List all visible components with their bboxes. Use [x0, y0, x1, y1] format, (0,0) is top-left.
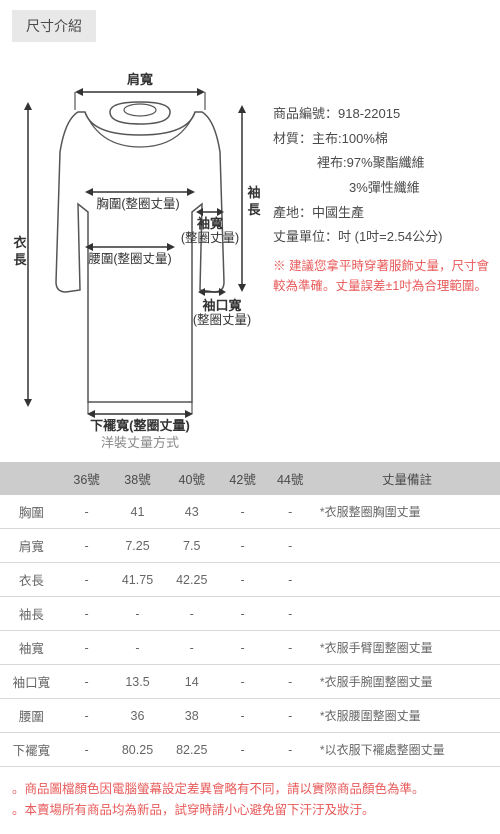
svg-text:袖: 袖: [247, 185, 260, 200]
svg-text:長: 長: [13, 252, 27, 267]
material-main: 主布:100%棉: [312, 131, 388, 146]
footer-note-1: 。商品圖檔顏色因電腦螢幕設定差異會略有不同，請以實際商品顏色為準。: [12, 779, 488, 800]
svg-text:胸圍(整圈丈量): 胸圍(整圈丈量): [96, 196, 179, 211]
table-row: 肩寬-7.257.5--: [0, 529, 500, 563]
footer-note-2: 。本賣場所有商品均為新品，試穿時請小心避免留下汗汙及妝汙。: [12, 800, 488, 821]
unit-label: 丈量單位：: [273, 229, 338, 244]
svg-text:(整圈丈量): (整圈丈量): [181, 230, 239, 245]
table-header: 44號: [266, 462, 314, 495]
material-lining2: 3%彈性纖維: [273, 176, 490, 201]
material-label: 材質：: [273, 131, 312, 146]
origin-label: 產地：: [273, 205, 312, 220]
table-header: 36號: [63, 462, 111, 495]
svg-text:衣: 衣: [13, 235, 26, 250]
table-row: 衣長-41.7542.25--: [0, 563, 500, 597]
table-header: 38號: [110, 462, 164, 495]
table-row: 袖口寬-13.514--*衣服手腕圍整圈丈量: [0, 665, 500, 699]
product-info: 商品編號：918-22015 材質：主布:100%棉 裡布:97%聚酯纖維 3%…: [265, 52, 490, 452]
table-header: 42號: [219, 462, 267, 495]
svg-text:肩寬: 肩寬: [127, 72, 153, 87]
section-title: 尺寸介紹: [12, 10, 96, 42]
table-header: [0, 462, 63, 495]
svg-text:長: 長: [247, 202, 261, 217]
svg-text:腰圍(整圈丈量): 腰圍(整圈丈量): [88, 251, 171, 266]
table-row: 袖寬-----*衣服手臂圍整圈丈量: [0, 631, 500, 665]
svg-text:下襬寬(整圈丈量): 下襬寬(整圈丈量): [90, 418, 190, 433]
measurement-diagram: 衣 長 肩寬 袖 長 胸圍(整圈丈量): [10, 52, 265, 452]
size-table: 36號38號40號42號44號丈量備註 胸圍-4143--*衣服整圈胸圍丈量肩寬…: [0, 462, 500, 767]
origin-value: 中國生產: [312, 205, 364, 220]
code-label: 商品編號：: [273, 106, 338, 121]
svg-text:(整圈丈量): (整圈丈量): [193, 312, 251, 327]
svg-text:袖寬: 袖寬: [197, 216, 223, 231]
table-header: 丈量備註: [314, 462, 500, 495]
svg-text:洋裝丈量方式: 洋裝丈量方式: [101, 435, 179, 450]
table-row: 胸圍-4143--*衣服整圈胸圍丈量: [0, 495, 500, 529]
table-header: 40號: [165, 462, 219, 495]
measurement-warning: ※ 建議您拿平時穿著服飾丈量，尺寸會較為準確。丈量誤差±1吋為合理範圍。: [273, 256, 490, 296]
svg-text:袖口寬: 袖口寬: [202, 298, 241, 313]
table-row: 腰圍-3638--*衣服腰圍整圈丈量: [0, 699, 500, 733]
code-value: 918-22015: [338, 106, 400, 121]
footer-notes: 。商品圖檔顏色因電腦螢幕設定差異會略有不同，請以實際商品顏色為準。 。本賣場所有…: [0, 767, 500, 834]
material-lining1: 裡布:97%聚酯纖維: [273, 151, 490, 176]
table-row: 袖長-----: [0, 597, 500, 631]
unit-value: 吋 (1吋=2.54公分): [338, 229, 442, 244]
